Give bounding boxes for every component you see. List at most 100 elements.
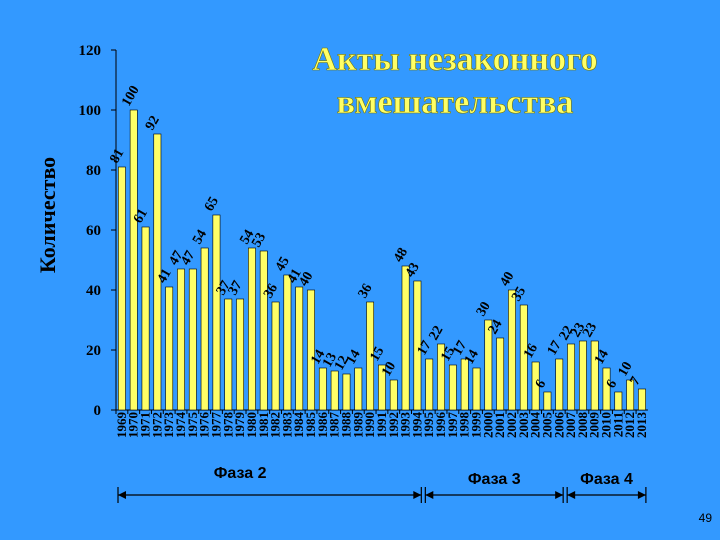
x-tick-label: 1994 (409, 412, 424, 439)
x-tick-label: 1992 (386, 412, 401, 438)
data-label: 41 (285, 266, 305, 286)
bar (567, 343, 575, 411)
x-tick-label: 1971 (138, 412, 153, 438)
x-tick-label: 1980 (244, 412, 259, 438)
bar (460, 358, 469, 411)
x-tick-label: 2007 (563, 412, 578, 439)
y-tick-label: 120 (79, 43, 102, 59)
bar (578, 340, 587, 411)
data-label: 14 (462, 347, 482, 367)
x-tick-label: 1990 (362, 412, 377, 438)
x-tick-label: 1970 (126, 412, 141, 438)
bar (425, 358, 434, 411)
x-tick-label: 2009 (587, 412, 602, 439)
bar (177, 268, 185, 411)
data-label: 14 (592, 347, 612, 367)
bar (378, 364, 386, 411)
y-tick-label: 80 (86, 163, 101, 179)
x-tick-label: 1983 (279, 412, 294, 439)
x-tick-label: 1988 (338, 412, 353, 439)
x-tick-label: 1986 (315, 412, 330, 439)
bar (508, 289, 516, 411)
bar (519, 304, 528, 411)
x-tick-label: 1999 (469, 412, 484, 439)
x-tick-label: 1974 (173, 412, 188, 439)
y-tick-label: 100 (79, 103, 102, 119)
x-tick-label: 1979 (232, 412, 247, 439)
x-tick-label: 1981 (256, 412, 271, 438)
y-axis-label: Количество (35, 157, 60, 273)
bar (165, 286, 174, 411)
data-labels: 8110061924147475465373754533645414014131… (107, 83, 644, 391)
data-label: 37 (226, 278, 246, 298)
phase-arrow-left (118, 491, 126, 499)
data-label: 35 (509, 284, 529, 304)
data-label: 41 (155, 266, 175, 286)
data-label: 17 (450, 338, 470, 358)
x-tick-label: 1998 (457, 412, 472, 439)
bar (283, 274, 292, 411)
bar (259, 250, 268, 411)
bar (153, 133, 162, 411)
data-label: 13 (320, 350, 340, 370)
bar (626, 379, 635, 411)
x-tick-label: 1991 (374, 412, 389, 438)
bar (401, 265, 410, 411)
bar (638, 388, 646, 411)
x-tick-label: 2002 (504, 412, 519, 438)
bar (354, 367, 363, 411)
page-number: 49 (699, 511, 713, 525)
bar (484, 319, 493, 411)
x-tick-label: 2011 (610, 412, 625, 437)
bar (118, 166, 126, 411)
bar (366, 301, 375, 411)
bar (531, 361, 540, 411)
data-label: 22 (557, 323, 577, 343)
data-label: 54 (190, 227, 210, 247)
bar (188, 268, 197, 411)
x-tick-label: 2008 (575, 412, 590, 439)
x-tick-label: 2003 (516, 412, 531, 439)
x-tick-label: 1985 (303, 412, 318, 439)
bar (129, 109, 138, 411)
bar (224, 298, 233, 411)
x-tick-label: 1989 (350, 412, 365, 439)
data-label: 24 (486, 317, 506, 337)
y-tick-label: 40 (86, 283, 101, 299)
data-label: 54 (237, 227, 257, 247)
x-tick-label: 2006 (551, 412, 566, 439)
data-label: 14 (308, 347, 328, 367)
bar (614, 391, 623, 411)
x-tick-label: 2001 (492, 412, 507, 438)
bar (342, 373, 351, 411)
phase-label: Фаза 4 (580, 471, 633, 488)
phase-label: Фаза 3 (468, 471, 521, 488)
x-tick-label: 1975 (185, 412, 200, 439)
bar (496, 337, 505, 411)
bar (248, 247, 256, 411)
x-tick-label: 1996 (433, 412, 448, 439)
data-label: 53 (249, 230, 269, 250)
x-tick-label: 2012 (622, 412, 637, 438)
x-tick-label: 1995 (421, 412, 436, 439)
bar (472, 367, 481, 411)
data-label: 17 (545, 338, 565, 358)
data-label: 16 (521, 341, 541, 361)
y-tick-label: 60 (86, 223, 101, 239)
chart-title-line-1: Акты незаконного (312, 41, 597, 78)
x-tick-label: 1984 (291, 412, 306, 439)
bar (200, 247, 209, 411)
data-label: 15 (438, 344, 458, 364)
data-label: 23 (580, 320, 600, 340)
data-label: 45 (273, 254, 293, 274)
x-tick-label: 1997 (445, 412, 460, 439)
data-label: 14 (344, 347, 364, 367)
x-tick-label: 2004 (528, 412, 543, 439)
y-tick-label: 20 (86, 343, 101, 359)
bar (448, 364, 457, 411)
y-tick-label: 0 (94, 403, 102, 419)
data-label: 23 (568, 320, 588, 340)
bar (590, 340, 599, 411)
data-label: 12 (332, 353, 352, 373)
